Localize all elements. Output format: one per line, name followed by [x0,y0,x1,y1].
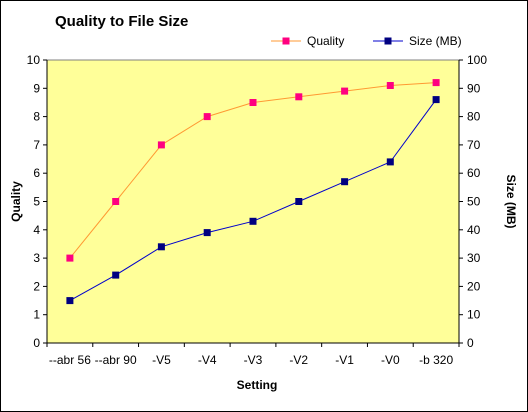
y2-axis-title: Size (MB) [504,175,518,229]
y2-tick-label: 50 [467,195,481,209]
series-2-point [386,158,394,166]
y2-tick-label: 70 [467,138,481,152]
series-2-point [295,198,303,205]
axes: 0123456789100102030405060708090100--abr … [27,53,488,367]
y-tick-label: 4 [33,223,40,237]
y2-tick-label: 80 [467,110,481,124]
y2-tick-label: 60 [467,166,481,180]
series-2-point [112,271,120,279]
series-2-point [157,243,165,251]
series-1-point [341,87,349,95]
series-1-point [432,79,440,87]
legend-marker-2 [384,37,392,45]
legend-label-1: Quality [307,34,344,48]
y-tick-label: 2 [33,279,40,293]
x-tick-label: -V4 [198,353,217,367]
y-tick-label: 8 [33,110,40,124]
y2-tick-label: 20 [467,279,481,293]
series-1-point [295,93,303,101]
series-1-point [386,82,394,89]
y2-tick-label: 90 [467,81,481,95]
y-axis-title: Quality [9,181,23,222]
x-tick-label: -V5 [152,353,171,367]
series-1-point [66,254,74,262]
y-tick-label: 5 [33,195,40,209]
y-tick-label: 7 [33,138,40,152]
x-tick-label: -V1 [335,353,354,367]
legend-label-2: Size (MB) [409,34,462,48]
series-1-point [112,198,120,205]
y2-tick-label: 0 [467,336,474,350]
y-tick-label: 6 [33,166,40,180]
series-1-point [203,113,211,121]
series-layer [66,79,440,305]
x-tick-label: -V3 [244,353,263,367]
x-tick-label: -V2 [289,353,308,367]
y2-tick-label: 30 [467,251,481,265]
series-2-point [249,217,257,225]
series-1-point [249,99,257,106]
series-2-point [341,178,349,186]
y-tick-label: 3 [33,251,40,265]
series-2-point [203,229,211,237]
x-tick-label: --abr 90 [95,353,137,367]
y-tick-label: 0 [33,336,40,350]
y-tick-label: 10 [27,53,41,67]
y2-tick-label: 10 [467,308,481,322]
chart-title: Quality to File Size [55,13,188,30]
x-tick-label: -b 320 [419,353,453,367]
series-2-point [66,297,74,305]
legend-marker-1 [282,37,290,45]
y-tick-label: 9 [33,81,40,95]
x-tick-label: -V0 [381,353,400,367]
x-tick-label: --abr 56 [49,353,91,367]
y2-tick-label: 40 [467,223,481,237]
y-tick-label: 1 [33,308,40,322]
series-1-point [157,141,165,149]
x-axis-title: Setting [237,378,278,392]
series-2-point [432,96,440,104]
legend: Quality Size (MB) [271,34,462,48]
y2-tick-label: 100 [467,53,487,67]
